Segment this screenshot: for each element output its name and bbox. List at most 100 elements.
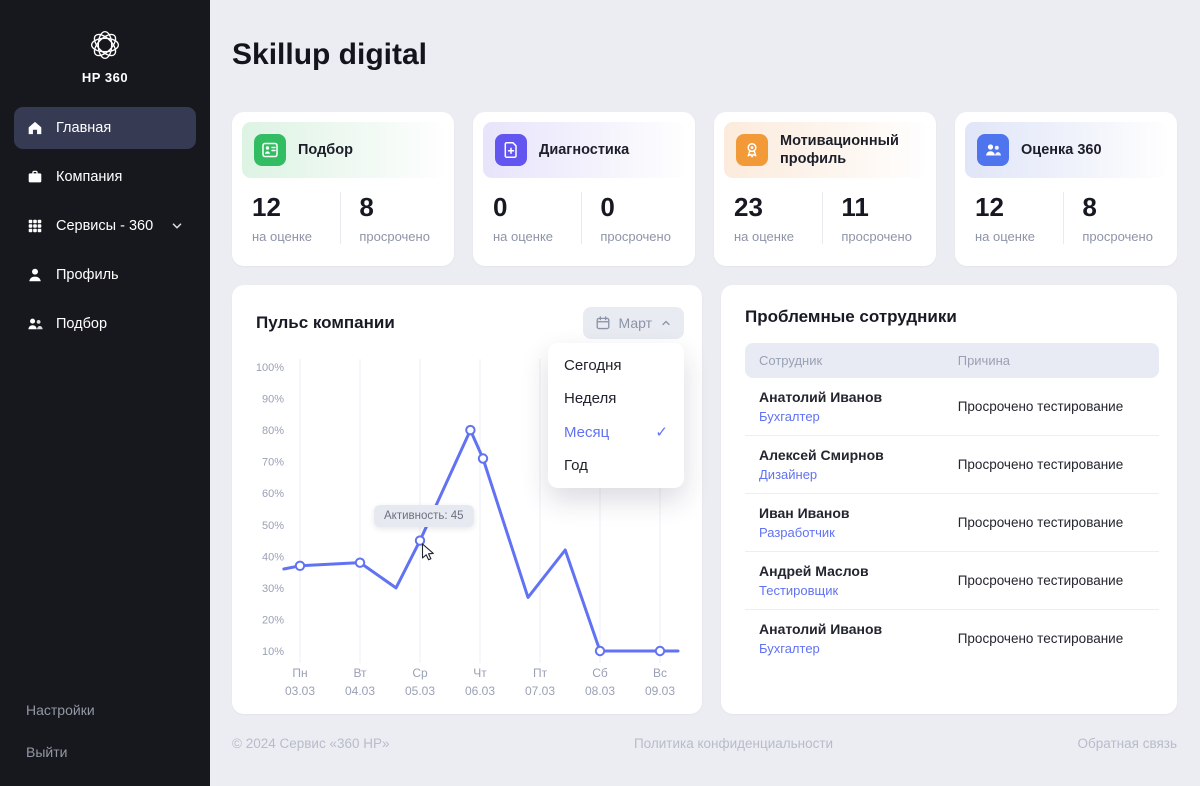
employees-table: Сотрудник Причина Анатолий Иванов Бухгалт…: [745, 343, 1159, 667]
calendar-icon: [596, 316, 609, 330]
logo: HP 360: [0, 0, 210, 85]
sidebar-item-label: Компания: [56, 169, 123, 185]
table-row[interactable]: Анатолий Иванов Бухгалтер Просрочено тест…: [745, 378, 1159, 436]
dropdown-item-year[interactable]: Год✓: [548, 449, 684, 482]
svg-text:09.03: 09.03: [645, 684, 675, 698]
employee-reason: Просрочено тестирование: [943, 551, 1159, 610]
dropdown-item-week[interactable]: Неделя✓: [548, 382, 684, 415]
stat-card-header: Мотивационный профиль: [724, 122, 926, 178]
metric-caption: просрочено: [841, 229, 912, 244]
dropdown-item-label: Неделя: [564, 390, 617, 407]
sidebar-item-podbor[interactable]: Подбор: [14, 303, 196, 345]
metric-value: 12: [252, 192, 281, 222]
dropdown-item-today[interactable]: Сегодня✓: [548, 349, 684, 382]
svg-text:40%: 40%: [262, 551, 284, 563]
employee-name: Иван Иванов: [759, 505, 850, 521]
svg-text:06.03: 06.03: [465, 684, 495, 698]
svg-text:05.03: 05.03: [405, 684, 435, 698]
id-badge-icon: [254, 134, 286, 166]
svg-text:100%: 100%: [256, 362, 284, 374]
svg-text:90%: 90%: [262, 394, 284, 406]
metric-caption: просрочено: [600, 229, 671, 244]
employee-reason: Просрочено тестирование: [943, 493, 1159, 552]
svg-text:Пт: Пт: [533, 666, 548, 680]
employee-role: Бухгалтер: [759, 409, 820, 424]
stat-card-motivation[interactable]: Мотивационный профиль 23 на оценке 11 прос…: [714, 112, 936, 266]
metric-value: 0: [493, 192, 508, 222]
users-icon: [977, 134, 1009, 166]
metric-value: 8: [1082, 192, 1097, 222]
employee-role: Тестировщик: [759, 583, 839, 598]
employee-reason: Просрочено тестирование: [957, 631, 1124, 646]
metric-value: 12: [975, 192, 1004, 222]
sidebar-item-services-360[interactable]: Сервисы - 360: [14, 205, 196, 247]
chevron-up-icon: [662, 320, 670, 326]
svg-text:10%: 10%: [262, 646, 284, 658]
table-row[interactable]: Андрей Маслов Тестировщик Просрочено тест…: [745, 551, 1159, 610]
sidebar: HP 360 Главная Компания Сервисы - 360 Пр…: [0, 0, 210, 786]
table-header-row: Сотрудник Причина: [745, 343, 1159, 378]
footer-feedback-link[interactable]: Обратная связь: [1077, 736, 1177, 751]
employee-name: Анатолий Иванов: [759, 621, 883, 637]
dropdown-item-month[interactable]: Месяц ✓: [548, 415, 684, 449]
sidebar-item-label: Сервисы - 360: [56, 218, 154, 234]
table-row[interactable]: Алексей Смирнов Дизайнер Просрочено тести…: [745, 435, 1159, 494]
sidebar-item-profile[interactable]: Профиль: [14, 254, 196, 296]
stat-card-title: Диагностика: [539, 141, 630, 158]
check-icon: ✓: [655, 424, 668, 441]
problem-employees-panel: Проблемные сотрудники Сотрудник Причина …: [721, 285, 1177, 714]
footer: © 2024 Сервис «360 HP» Политика конфиден…: [232, 714, 1177, 751]
chevron-down-icon: [172, 223, 182, 229]
metric-caption: на оценке: [734, 229, 795, 244]
period-select-button[interactable]: Март: [582, 307, 684, 339]
dropdown-item-label: Месяц: [564, 423, 610, 441]
employee-role: Разработчик: [759, 525, 835, 540]
table-row[interactable]: Иван Иванов Разработчик Просрочено тестир…: [745, 493, 1159, 552]
stat-cards-row: Подбор 12 на оценке 8 просрочено Диагности…: [232, 112, 1177, 266]
briefcase-icon: [28, 170, 42, 183]
footer-privacy-link[interactable]: Политика конфиденциальности: [633, 736, 834, 751]
stat-card-podbor[interactable]: Подбор 12 на оценке 8 просрочено: [232, 112, 454, 266]
table-row[interactable]: Анатолий Иванов Бухгалтер Просрочено тест…: [745, 610, 1159, 668]
pulse-panel: Пульс компании Март Пн 03.03 Вт 04.03 Ср 05.0…: [232, 285, 702, 714]
panel-title: Проблемные сотрудники: [745, 307, 957, 326]
sidebar-item-home[interactable]: Главная: [14, 107, 196, 149]
sidebar-item-label: Подбор: [56, 316, 108, 332]
apps-grid-icon: [28, 219, 42, 233]
panels-row: Пульс компании Март Пн 03.03 Вт 04.03 Ср 05.0…: [232, 285, 1177, 714]
stat-card-ocenka-360[interactable]: Оценка 360 12 на оценке 8 просрочено: [955, 112, 1177, 266]
cursor-icon: [421, 542, 434, 560]
stat-card-title: Оценка 360: [1021, 141, 1102, 158]
column-header-employee: Сотрудник: [745, 343, 944, 378]
panel-title: Пульс компании: [256, 313, 395, 332]
sidebar-item-company[interactable]: Компания: [14, 156, 196, 198]
svg-text:30%: 30%: [262, 583, 284, 595]
main-content: Skillup digital Подбор 12 на оценке 8 прос…: [210, 0, 1200, 786]
metric-caption: на оценке: [975, 229, 1036, 244]
home-icon: [28, 121, 42, 135]
svg-text:Сб: Сб: [592, 666, 608, 680]
employee-role: Дизайнер: [759, 467, 818, 482]
metric-value: 23: [734, 192, 763, 222]
metric-caption: на оценке: [252, 229, 313, 244]
sidebar-item-logout[interactable]: Выйти: [26, 744, 68, 760]
sidebar-item-settings[interactable]: Настройки: [26, 702, 95, 718]
period-dropdown: Сегодня✓ Неделя✓ Месяц ✓ Год✓: [548, 343, 684, 488]
sidebar-menu: Главная Компания Сервисы - 360 Профиль П…: [0, 107, 210, 352]
logo-title: HP 360: [81, 70, 129, 85]
stat-card-body: 0 на оценке 0 просрочено: [483, 178, 685, 244]
sidebar-item-label: Главная: [56, 120, 112, 136]
people-icon: [28, 318, 43, 330]
column-header-reason: Причина: [943, 343, 1159, 378]
stat-card-diagnostika[interactable]: Диагностика 0 на оценке 0 просрочено: [473, 112, 695, 266]
metric-caption: просрочено: [1082, 229, 1153, 244]
svg-text:04.03: 04.03: [345, 684, 375, 698]
stat-card-title: Мотивационный профиль: [780, 132, 899, 167]
svg-text:Вс: Вс: [653, 666, 667, 680]
stat-card-header: Оценка 360: [965, 122, 1167, 178]
svg-text:Чт: Чт: [473, 666, 487, 680]
svg-text:Пн: Пн: [292, 666, 307, 680]
metric-value: 11: [841, 192, 869, 222]
stat-card-header: Подбор: [242, 122, 444, 178]
